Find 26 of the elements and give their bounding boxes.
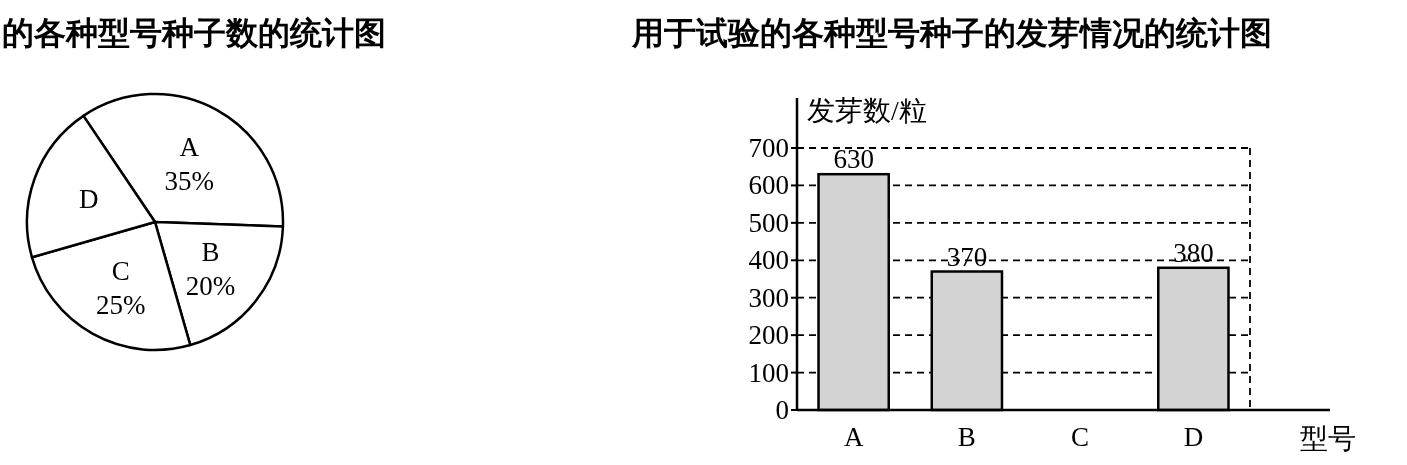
data-label: 380 [1173, 237, 1214, 268]
data-label: 35% [164, 166, 214, 197]
chart-title: 的各种型号种子数的统计图 [2, 14, 386, 52]
slice-label: A [179, 132, 200, 163]
data-label: 630 [833, 144, 874, 175]
slice-label: D [79, 183, 99, 214]
data-label: 20% [185, 271, 236, 302]
x-axis-title: 型号 [1300, 423, 1356, 454]
x-tick-label: D [1183, 422, 1204, 452]
y-tick-label: 500 [748, 207, 789, 238]
y-axis-title: 发芽数/粒 [807, 95, 927, 126]
slice-label: C [111, 255, 130, 286]
y-tick-label: 600 [748, 170, 789, 201]
y-tick-label: 0 [775, 395, 789, 425]
x-tick-label: C [1071, 422, 1090, 452]
y-tick-label: 200 [748, 320, 789, 351]
y-tick-label: 300 [748, 282, 789, 313]
data-label: 25% [96, 289, 146, 320]
x-tick-label: A [843, 422, 864, 452]
slice-label: B [201, 237, 220, 268]
y-tick-label: 700 [748, 133, 789, 163]
y-tick-label: 400 [748, 245, 789, 276]
y-tick-label: 100 [748, 357, 789, 388]
x-tick-label: B [957, 422, 976, 452]
data-label: 370 [946, 241, 988, 272]
chart-title: 用于试验的各种型号种子的发芽情况的统计图 [631, 14, 1272, 52]
